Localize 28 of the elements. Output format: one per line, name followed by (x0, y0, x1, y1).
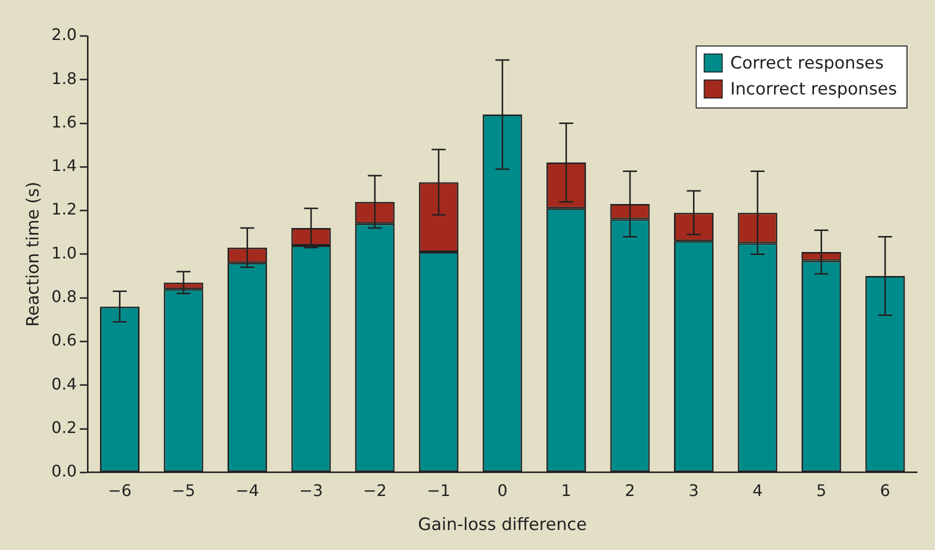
y-tick-label: 1.2 (51, 200, 77, 219)
x-tick-label: 0 (497, 481, 508, 500)
x-tick-label: 1 (561, 481, 572, 500)
x-tick-label: 2 (624, 481, 636, 500)
y-tick-label: 0.2 (51, 418, 77, 437)
legend-label: Correct responses (730, 53, 884, 74)
x-tick-label: −6 (108, 481, 132, 500)
y-tick-label: 0.0 (51, 462, 77, 481)
x-axis-title: Gain-loss difference (418, 515, 587, 536)
x-tick-label: 5 (816, 481, 826, 500)
x-tick-label: −5 (172, 481, 196, 500)
y-tick-label: 0.8 (51, 286, 77, 306)
x-tick-label: 4 (752, 481, 763, 500)
x-tick-label: −3 (299, 481, 323, 500)
x-tick-label: −2 (363, 481, 387, 500)
y-tick-label: 1.4 (51, 156, 77, 176)
x-tick-label: 6 (880, 481, 890, 500)
y-tick-label: 1.0 (51, 243, 77, 262)
x-tick-label: 3 (688, 481, 699, 500)
y-tick-label: 0.6 (51, 330, 77, 350)
x-tick-label: −1 (426, 481, 450, 500)
legend-label: Incorrect responses (730, 79, 898, 100)
y-axis-title: Reaction time (s) (24, 182, 44, 327)
y-tick-label: 1.6 (51, 112, 77, 132)
x-tick-label: −4 (236, 481, 260, 500)
y-tick-label: 0.4 (51, 374, 77, 394)
y-tick-label: 2.0 (51, 25, 77, 44)
y-tick-label: 1.8 (51, 68, 77, 88)
